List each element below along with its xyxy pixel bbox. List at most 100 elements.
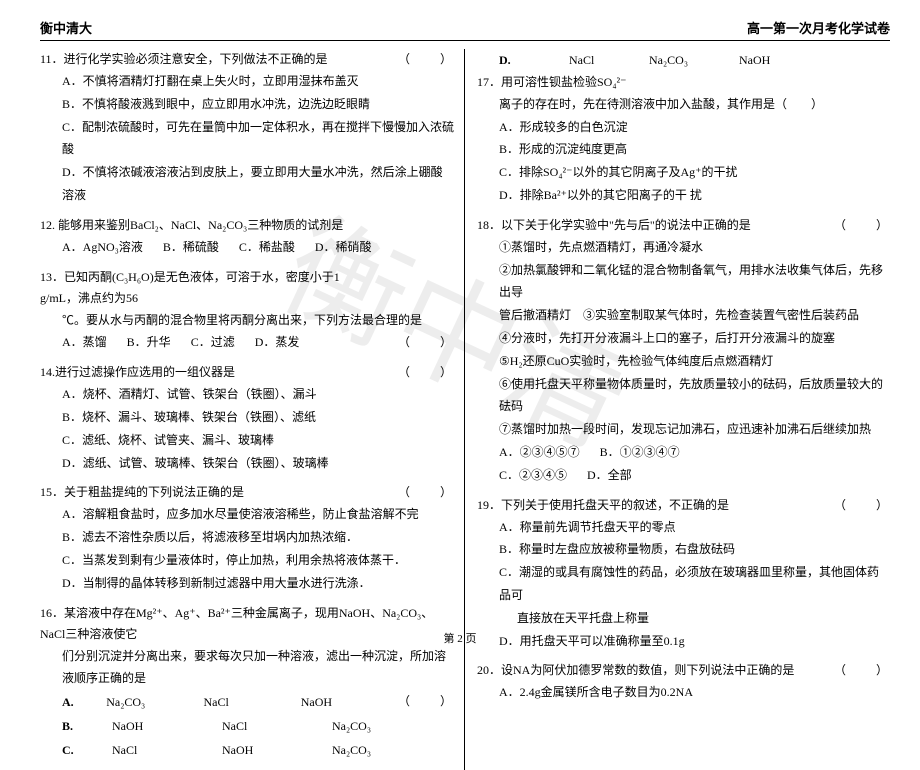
header-right: 高一第一次月考化学试卷 xyxy=(747,18,890,37)
q16-title2: 们分别沉淀并分离出来，要求每次只加一种溶液，滤出一种沉淀，所加溶液顺序正确的是 xyxy=(40,645,454,691)
q16-bracket: （ ） xyxy=(398,690,454,713)
q11-C: C．配制浓硫酸时，可先在量筒中加一定体积水，再在搅拌下慢慢加入浓硫酸 xyxy=(40,116,454,162)
q18-bracket: （ ） xyxy=(834,215,890,236)
q13: 13．已知丙酮(C₃H₆O)是无色液体，可溶于水，密度小于1 g/mL，沸点约为… xyxy=(40,267,454,355)
q16-rB-3: Na₂CO₃ xyxy=(332,714,442,738)
q16-rD-1: NaCl xyxy=(569,49,629,72)
q18-6: ⑥使用托盘天平称量物体质量时，先放质量较小的砝码，后放质量较大的砝码 xyxy=(477,373,890,419)
q11-A: A．不慎将酒精灯打翻在桌上失火时，立即用湿抹布盖灭 xyxy=(40,70,454,93)
q14-A: A．烧杯、酒精灯、试管、铁架台（铁圈）、漏斗 xyxy=(40,383,454,406)
q17-A: A．形成较多的白色沉淀 xyxy=(477,116,890,139)
q12-title: 12. 能够用来鉴别BaCl₂、NaCl、Na₂CO₃三种物质的试剂是 xyxy=(40,215,454,236)
q20-A: A．2.4g金属镁所含电子数目为0.2NA xyxy=(477,681,890,704)
q15: 15．关于粗盐提纯的下列说法正确的是 （ ） A．溶解粗食盐时，应多加水尽量使溶… xyxy=(40,482,454,594)
q16-D-row: D. NaCl Na₂CO₃ NaOH xyxy=(477,49,890,72)
q15-D: D．当制得的晶体转移到新制过滤器中用大量水进行洗涤． xyxy=(40,572,454,595)
q18-4: ④分液时，先打开分液漏斗上口的塞子，后打开分液漏斗的旋塞 xyxy=(477,327,890,350)
q17-C: C．排除SO₄²⁻以外的其它阴离子及Ag⁺的干扰 xyxy=(477,161,890,184)
q18-2: ②加热氯酸钾和二氧化锰的混合物制备氧气，用排水法收集气体后，先移出导 xyxy=(477,259,890,305)
q14: 14.进行过滤操作应选用的一组仪器是 （ ） A．烧杯、酒精灯、试管、铁架台（铁… xyxy=(40,362,454,474)
q19-C2: 直接放在天平托盘上称量 xyxy=(477,607,890,630)
columns: 11．进行化学实验必须注意安全，下列做法不正确的是 （ ） A．不慎将酒精灯打翻… xyxy=(40,49,890,770)
header-left: 衡中清大 xyxy=(40,18,92,37)
q16-rB-2: NaCl xyxy=(222,714,332,738)
q16-rD-3: NaOH xyxy=(739,49,770,72)
q13-title-b: g/mL，沸点约为56 xyxy=(40,291,138,305)
q19-C: C．潮湿的或具有腐蚀性的药品，必须放在玻璃器皿里称量，其他固体药品可 xyxy=(477,561,890,607)
q18-B: B．①②③④⑦ xyxy=(600,441,680,464)
page-footer: 第 2 页 xyxy=(0,630,920,646)
page: 衡中清大 高一第一次月考化学试卷 11．进行化学实验必须注意安全，下列做法不正确… xyxy=(0,0,920,770)
q19-title: 19．下列关于使用托盘天平的叙述，不正确的是 xyxy=(477,498,729,512)
q11-title: 11．进行化学实验必须注意安全，下列做法不正确的是 xyxy=(40,52,328,66)
table-row: A. Na₂CO₃ NaCl NaOH xyxy=(62,690,398,714)
q18-2b: 管后撤酒精灯 ③实验室制取某气体时，先检查装置气密性后装药品 xyxy=(477,304,890,327)
q13-B: B．升华 xyxy=(127,331,171,354)
table-row: B. NaOH NaCl Na₂CO₃ xyxy=(62,714,454,738)
q17-title: 17．用可溶性钡盐检验SO₄²⁻ xyxy=(477,72,890,93)
q13-title-a: 13．已知丙酮(C₃H₆O)是无色液体，可溶于水，密度小于1 xyxy=(40,270,340,284)
q11-bracket: （ ） xyxy=(398,49,454,70)
q15-bracket: （ ） xyxy=(398,482,454,503)
q11-D: D．不慎将浓碱液溶液沾到皮肤上，要立即用大量水冲洗，然后涂上硼酸溶液 xyxy=(40,161,454,207)
q19-A: A．称量前先调节托盘天平的零点 xyxy=(477,516,890,539)
q16: 16．某溶液中存在Mg²⁺、Ag⁺、Ba²⁺三种金属离子，现用NaOH、Na₂C… xyxy=(40,603,454,763)
q16-rC-1: NaCl xyxy=(112,738,222,762)
q16-rA-1: Na₂CO₃ xyxy=(106,690,203,714)
q12: 12. 能够用来鉴别BaCl₂、NaCl、Na₂CO₃三种物质的试剂是 A．Ag… xyxy=(40,215,454,259)
table-row: C. NaCl NaOH Na₂CO₃ xyxy=(62,738,454,762)
q12-C: C．稀盐酸 xyxy=(239,236,295,259)
q14-B: B．烧杯、漏斗、玻璃棒、铁架台（铁圈）、滤纸 xyxy=(40,406,454,429)
q18-5: ⑤H₂还原CuO实验时，先检验气体纯度后点燃酒精灯 xyxy=(477,350,890,373)
q11-B: B．不慎将酸液溅到眼中，应立即用水冲洗，边洗边眨眼睛 xyxy=(40,93,454,116)
q16-rA-2: NaCl xyxy=(203,690,300,714)
q20: 20．设NA为阿伏加德罗常数的数值，则下列说法中正确的是 （ ） A．2.4g金… xyxy=(477,660,890,704)
q14-title: 14.进行过滤操作应选用的一组仪器是 xyxy=(40,365,235,379)
q18-A: A．②③④⑤⑦ xyxy=(499,441,580,464)
q13-A: A．蒸馏 xyxy=(62,331,107,354)
q18-C: C．②③④⑤ xyxy=(499,464,567,487)
q16-rB-1: NaOH xyxy=(112,714,222,738)
q16-rA-l: A. xyxy=(62,690,106,714)
right-column: D. NaCl Na₂CO₃ NaOH 17．用可溶性钡盐检验SO₄²⁻ 离子的… xyxy=(465,49,890,770)
q12-A: A．AgNO₃溶液 xyxy=(62,236,143,259)
q18-7: ⑦蒸馏时加热一段时间，发现忘记加沸石，应迅速补加沸石后继续加热 xyxy=(477,418,890,441)
left-column: 11．进行化学实验必须注意安全，下列做法不正确的是 （ ） A．不慎将酒精灯打翻… xyxy=(40,49,465,770)
q18-1: ①蒸馏时，先点燃酒精灯，再通冷凝水 xyxy=(477,236,890,259)
page-header: 衡中清大 高一第一次月考化学试卷 xyxy=(40,18,890,41)
q15-title: 15．关于粗盐提纯的下列说法正确的是 xyxy=(40,485,244,499)
q16-rD-l: D. xyxy=(499,49,549,72)
q17-sub: 离子的存在时，先在待测溶液中加入盐酸，其作用是（ ） xyxy=(477,93,890,116)
q13-bracket: （ ） xyxy=(398,331,454,354)
q16-rA-3: NaOH xyxy=(301,690,398,714)
q16-rB-l: B. xyxy=(62,714,112,738)
q13-C: C．过滤 xyxy=(191,331,235,354)
q15-B: B．滤去不溶性杂质以后，将滤液移至坩埚内加热浓缩． xyxy=(40,526,454,549)
q14-C: C．滤纸、烧杯、试管夹、漏斗、玻璃棒 xyxy=(40,429,454,452)
q20-title: 20．设NA为阿伏加德罗常数的数值，则下列说法中正确的是 xyxy=(477,663,794,677)
q14-D: D．滤纸、试管、玻璃棒、铁架台（铁圈）、玻璃棒 xyxy=(40,452,454,475)
q17: 17．用可溶性钡盐检验SO₄²⁻ 离子的存在时，先在待测溶液中加入盐酸，其作用是… xyxy=(477,72,890,207)
q16-rC-3: Na₂CO₃ xyxy=(332,738,442,762)
q11: 11．进行化学实验必须注意安全，下列做法不正确的是 （ ） A．不慎将酒精灯打翻… xyxy=(40,49,454,207)
q16-rC-l: C. xyxy=(62,738,112,762)
q15-C: C．当蒸发到剩有少量液体时，停止加热，利用余热将液体蒸干． xyxy=(40,549,454,572)
q16-rD-2: Na₂CO₃ xyxy=(649,49,719,72)
q16-rC-2: NaOH xyxy=(222,738,332,762)
q20-bracket: （ ） xyxy=(834,660,890,681)
q19: 19．下列关于使用托盘天平的叙述，不正确的是 （ ） A．称量前先调节托盘天平的… xyxy=(477,495,890,653)
q15-A: A．溶解粗食盐时，应多加水尽量使溶液溶稀些，防止食盐溶解不完 xyxy=(40,503,454,526)
q19-B: B．称量时左盘应放被称量物质，右盘放砝码 xyxy=(477,538,890,561)
q18: 18．以下关于化学实验中"先与后"的说法中正确的是 （ ） ①蒸馏时，先点燃酒精… xyxy=(477,215,890,487)
q17-B: B．形成的沉淀纯度更高 xyxy=(477,138,890,161)
q19-bracket: （ ） xyxy=(834,495,890,516)
q12-B: B．稀硫酸 xyxy=(163,236,219,259)
q13-D: D．蒸发 xyxy=(255,331,300,354)
q14-bracket: （ ） xyxy=(398,362,454,383)
q13-title-c: ℃。要从水与丙酮的混合物里将丙酮分离出来，下列方法最合理的是 xyxy=(62,313,422,327)
q17-D: D．排除Ba²⁺以外的其它阳离子的干 扰 xyxy=(477,184,890,207)
q16-table: A. Na₂CO₃ NaCl NaOH B. NaOH NaCl Na₂CO₃ … xyxy=(40,690,454,762)
q18-D: D．全部 xyxy=(587,464,632,487)
q12-D: D．稀硝酸 xyxy=(315,236,372,259)
q18-title: 18．以下关于化学实验中"先与后"的说法中正确的是 xyxy=(477,218,751,232)
